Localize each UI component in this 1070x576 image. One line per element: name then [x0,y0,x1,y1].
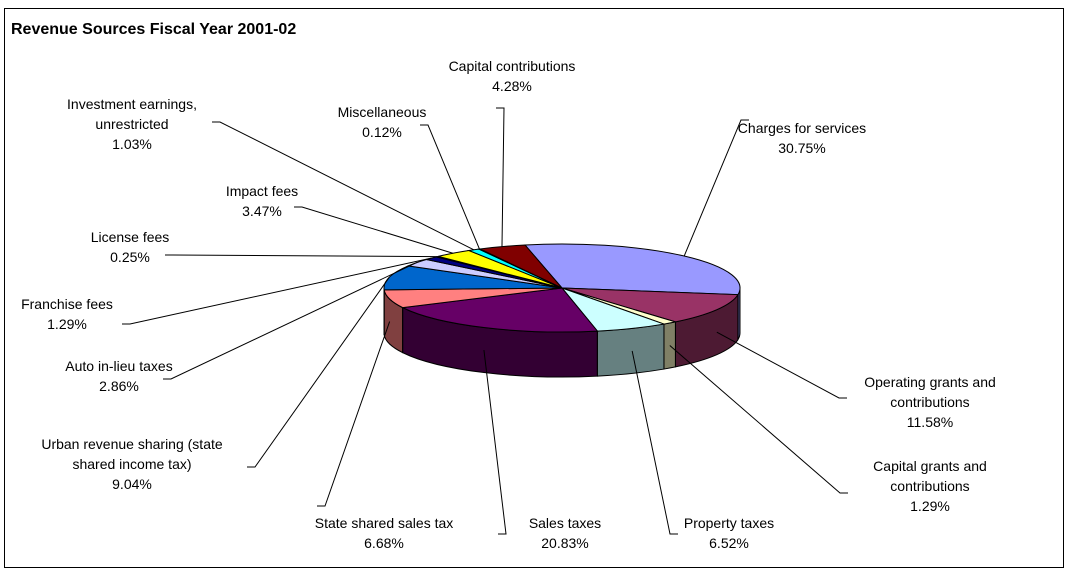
slice-label-11-line-1: Impact fees [226,183,298,199]
slice-label-7-line-1: Urban revenue sharing (state [41,436,223,452]
slice-label-3-line-2: contributions [890,478,969,494]
pie-sides [383,287,741,378]
slice-percent-5: 20.83% [541,535,588,551]
leader-line-4 [631,350,678,535]
leader-line-2 [716,331,847,399]
slice-label-12-line-2: unrestricted [95,116,168,132]
slice-percent-7: 9.04% [112,476,152,492]
leader-line-3 [669,345,848,494]
slice-percent-10: 0.25% [110,249,150,265]
slice-label-6-line-1: State shared sales tax [315,515,454,531]
slice-label-10-line-1: License fees [91,229,170,245]
leader-line-8 [163,262,417,380]
slice-label-3-line-1: Capital grants and [873,458,987,474]
slice-label-7-line-2: shared income tax) [72,456,191,472]
slice-percent-3: 1.29% [910,498,950,514]
slice-label-9-line-1: Franchise fees [21,296,113,312]
leader-line-6 [317,321,391,507]
leader-line-12 [212,121,475,251]
slice-percent-13: 0.12% [362,124,402,140]
slice-label-12-line-1: Investment earnings, [67,96,197,112]
pie-slice-1 [523,243,741,296]
slice-label-1-line-1: Charges for services [738,120,866,136]
slice-percent-6: 6.68% [364,535,404,551]
slice-percent-12: 1.03% [112,136,152,152]
slice-label-8-line-1: Auto in-lieu taxes [65,358,172,374]
slice-percent-1: 30.75% [778,140,825,156]
slice-label-4-line-1: Property taxes [684,515,774,531]
pie-side-3 [663,321,676,370]
slice-percent-2: 11.58% [907,414,953,430]
slice-label-14-line-1: Capital contributions [449,58,576,74]
leader-line-5 [483,349,507,535]
chart-frame: Revenue Sources Fiscal Year 2001-02 Char… [4,8,1064,568]
leader-line-1 [683,119,749,257]
leader-line-11 [294,206,454,254]
pie-side-4 [596,323,665,377]
leader-line-13 [420,124,480,250]
pie-slice-7 [383,265,563,291]
slice-percent-8: 2.86% [99,378,139,394]
slice-label-5-line-1: Sales taxes [529,515,601,531]
leader-line-14 [496,107,505,247]
leader-lines [122,107,848,535]
slice-percent-4: 6.52% [709,535,749,551]
slice-label-2-line-2: contributions [890,394,969,410]
pie-slice-5 [400,287,599,333]
slice-labels: Charges for services 30.75% Operating gran… [21,58,996,551]
leader-line-7 [247,277,390,468]
pie-slice-2 [561,287,739,323]
slice-percent-11: 3.47% [242,203,282,219]
slice-label-13-line-1: Miscellaneous [338,104,427,120]
chart-title: Revenue Sources Fiscal Year 2001-02 [11,21,296,38]
leader-line-9 [122,257,432,325]
pie-chart: Revenue Sources Fiscal Year 2001-02 Char… [11,21,996,551]
slice-percent-9: 1.29% [47,316,87,332]
slice-label-2-line-1: Operating grants and [864,374,996,390]
pie-slice-14 [478,244,563,289]
leader-line-10 [165,254,438,258]
pie-top [383,243,741,333]
slice-percent-14: 4.28% [492,78,532,94]
